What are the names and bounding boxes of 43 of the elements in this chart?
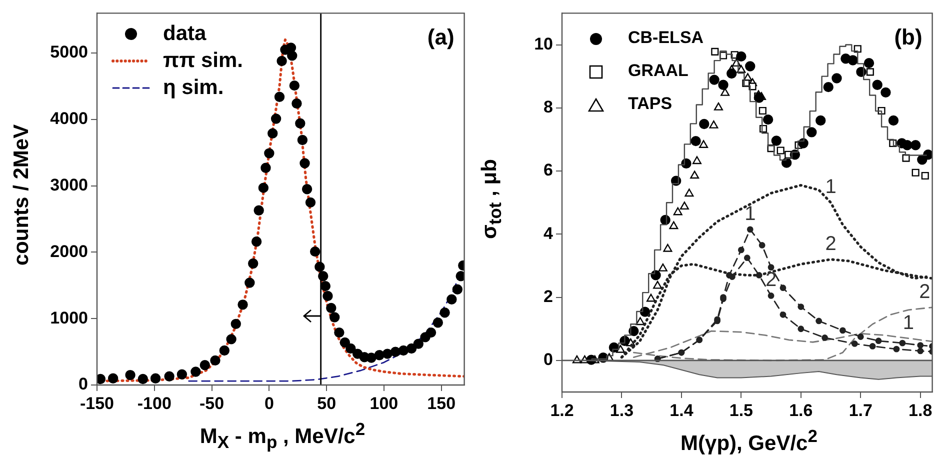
annotation: 1 [744,202,756,225]
x-tick-label: 100 [370,394,398,413]
x-tick-label: 0 [264,394,274,413]
y-tick-label: 8 [544,98,553,117]
legend-label: η sim. [163,76,224,99]
x-tick-label: 1.6 [789,400,813,420]
y-tick-label: 5000 [50,42,88,62]
x-tick-label: -150 [80,394,114,413]
y-tick-label: 3000 [50,176,88,195]
annotation: (a) [427,24,454,50]
x-axis-title: M$_{X}$ - m$_{p}$ , MeV/c$^{2}$ [200,419,366,454]
x-tick-label: -50 [199,394,224,413]
y-tick-label: 2000 [50,242,88,261]
x-tick-label: 1.5 [729,400,753,420]
y-tick-label: 0 [544,350,553,370]
x-tick-label: 150 [427,394,456,413]
y-tick-label: 0 [78,374,88,394]
legend-label: ππ sim. [163,49,244,72]
x-tick-label: 1.2 [550,400,574,420]
x-tick-label: 1.4 [670,400,694,420]
y-tick-label: 6 [544,160,553,180]
y-tick-label: 10 [534,34,553,54]
x-tick-label: -100 [137,394,172,413]
annotation: 2 [825,232,836,255]
annotation: (b) [894,24,922,50]
x-axis-title: M(γp), GeV/c$^{2}$ [680,426,818,455]
legend-label: TAPS [628,94,672,113]
legend-label: data [163,22,206,45]
y-tick-label: 4 [544,224,554,243]
annotation: 2 [919,280,930,303]
y-tick-label: 4000 [50,109,88,128]
annotation: 2 [765,269,777,292]
y-tick-label: 2 [544,286,553,306]
annotation: 1 [902,312,914,334]
x-tick-label: 1.3 [610,400,634,420]
x-tick-label: 1.7 [848,400,872,420]
legend-label: CB-ELSA [628,28,704,47]
y-tick-label: 1000 [50,308,88,328]
annotation: 1 [825,176,836,198]
x-tick-label: 1.8 [908,400,932,420]
y-axis-title: counts / 2MeV [10,124,34,266]
x-tick-label: 50 [317,394,336,413]
legend-label: GRAAL [628,61,688,80]
